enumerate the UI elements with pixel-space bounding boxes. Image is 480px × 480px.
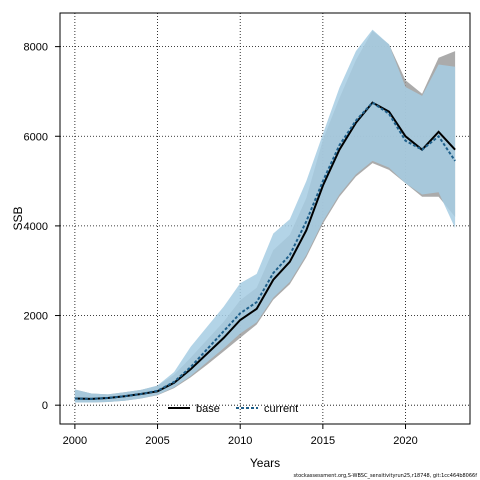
line-current (74, 101, 456, 400)
x-axis-ticks: 2000 2005 2010 2015 2020 (63, 424, 418, 447)
y-tick-label: 4000 (24, 221, 48, 233)
y-tick-label: 0 (42, 400, 48, 412)
x-tick-label: 2015 (311, 435, 335, 447)
legend: base current (168, 403, 298, 415)
x-tick-label: 2020 (393, 435, 417, 447)
y-tick-label: 6000 (24, 131, 48, 143)
x-axis-title: Years (250, 456, 280, 470)
series-lines (74, 101, 456, 400)
line-base (74, 101, 456, 400)
legend-label-base: base (196, 403, 220, 415)
y-tick-label: 2000 (24, 311, 48, 323)
x-tick-label: 2010 (228, 435, 252, 447)
confidence-bands (74, 29, 456, 403)
y-tick-label: 8000 (24, 42, 48, 54)
band-current (74, 29, 456, 403)
y-axis-title: SSB (11, 206, 25, 230)
legend-label-current: current (264, 403, 298, 415)
footnote: stockassessment.org,S-WBSC_sensitivityru… (294, 473, 478, 479)
grid-lines (60, 13, 470, 424)
x-tick-label: 2005 (145, 435, 169, 447)
y-axis-ticks: 0 2000 4000 6000 8000 (24, 42, 60, 412)
plot-frame (59, 12, 471, 425)
x-tick-label: 2000 (63, 435, 87, 447)
